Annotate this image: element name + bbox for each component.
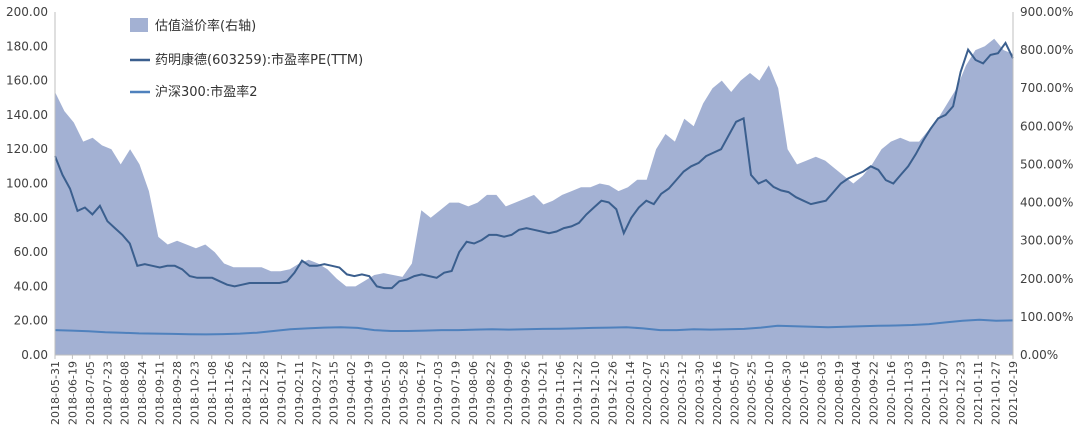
left-axis-ticks: 0.00 20.00 40.00 60.00 80.00 100.00 120.00 140.… (6, 5, 48, 362)
right-tick-label: 900.00% (1020, 5, 1073, 19)
right-tick-label: 400.00% (1020, 196, 1073, 210)
left-tick-label: 40.00 (14, 279, 48, 293)
x-tick-label: 2019-01-17 (275, 361, 288, 425)
x-tick-label: 2018-06-19 (66, 361, 79, 425)
x-tick-label: 2019-08-06 (467, 361, 480, 425)
x-tick-label: 2018-07-23 (101, 361, 114, 425)
x-tick-label: 2020-09-04 (850, 361, 863, 425)
x-tick-label: 2020-06-30 (781, 361, 794, 425)
x-tick-label: 2021-01-11 (972, 361, 985, 425)
x-tick-label: 2020-02-07 (641, 361, 654, 425)
x-tick-label: 2019-02-27 (310, 361, 323, 425)
x-tick-label: 2019-04-19 (363, 361, 376, 425)
x-tick-label: 2020-08-03 (815, 361, 828, 425)
x-tick-label: 2020-01-14 (624, 361, 637, 425)
legend: 估值溢价率(右轴) 药明康德(603259):市盈率PE(TTM) 沪深300:… (130, 18, 363, 100)
hs300-pe-line (54, 318, 1014, 336)
x-tick-label: 2019-08-22 (484, 361, 497, 425)
left-tick-label: 0.00 (21, 348, 48, 362)
x-tick-label: 2019-12-10 (589, 361, 602, 425)
x-tick-label: 2018-11-08 (206, 361, 219, 425)
x-tick-label: 2019-07-19 (450, 361, 463, 425)
legend-label-area: 估值溢价率(右轴) (155, 18, 256, 34)
x-tick-label: 2019-10-21 (537, 361, 550, 425)
x-tick-label: 2020-02-25 (659, 361, 672, 425)
x-tick-label: 2019-11-22 (572, 361, 585, 425)
x-tick-label: 2019-03-15 (328, 361, 341, 425)
x-tick-label: 2019-11-06 (554, 361, 567, 425)
x-tick-label: 2020-10-16 (885, 361, 898, 425)
x-tick-label: 2020-12-23 (955, 361, 968, 425)
x-tick-label: 2018-12-28 (258, 361, 271, 425)
x-tick-label: 2021-02-19 (1007, 361, 1020, 425)
x-tick-label: 2018-09-28 (171, 361, 184, 425)
left-tick-label: 20.00 (14, 314, 48, 328)
x-tick-label: 2020-11-03 (902, 361, 915, 425)
right-axis-ticks: 0.00% 100.00% 200.00% 300.00% 400.00% 500.00%… (1020, 5, 1073, 362)
x-tick-label: 2018-05-31 (49, 361, 62, 425)
left-tick-label: 120.00 (6, 142, 48, 156)
x-tick-label: 2019-06-17 (415, 361, 428, 425)
x-axis-ticks: 2018-05-31 2018-06-19 2018-07-05 2018-07-23… (49, 355, 1020, 425)
x-tick-label: 2019-05-28 (397, 361, 410, 425)
left-tick-label: 200.00 (6, 5, 48, 19)
x-tick-label: 2020-11-19 (920, 361, 933, 425)
left-tick-label: 80.00 (14, 211, 48, 225)
right-tick-label: 500.00% (1020, 157, 1073, 171)
x-tick-label: 2019-07-03 (432, 361, 445, 425)
x-tick-label: 2018-12-12 (241, 361, 254, 425)
x-tick-label: 2019-02-11 (293, 361, 306, 425)
x-tick-label: 2020-03-30 (693, 361, 706, 425)
plot-area (54, 38, 1014, 355)
x-tick-label: 2018-08-08 (119, 361, 132, 425)
left-tick-label: 140.00 (6, 108, 48, 122)
x-tick-label: 2019-12-26 (606, 361, 619, 425)
right-tick-label: 0.00% (1020, 348, 1058, 362)
x-tick-label: 2019-04-02 (345, 361, 358, 425)
x-tick-label: 2020-03-12 (676, 361, 689, 425)
x-tick-label: 2020-05-25 (746, 361, 759, 425)
x-tick-label: 2020-05-07 (728, 361, 741, 425)
right-tick-label: 600.00% (1020, 119, 1073, 133)
x-tick-label: 2018-08-24 (136, 361, 149, 425)
wuxi-apptec-pe-line (54, 40, 1014, 290)
right-tick-label: 300.00% (1020, 234, 1073, 248)
right-tick-label: 200.00% (1020, 272, 1073, 286)
legend-swatch-area (130, 18, 148, 32)
left-tick-label: 160.00 (6, 74, 48, 88)
legend-label-wuxi: 药明康德(603259):市盈率PE(TTM) (155, 52, 363, 68)
x-tick-label: 2018-10-23 (188, 361, 201, 425)
left-tick-label: 180.00 (6, 39, 48, 53)
legend-label-hs300: 沪深300:市盈率2 (155, 84, 257, 100)
x-tick-label: 2019-09-26 (519, 361, 532, 425)
x-tick-label: 2019-05-10 (380, 361, 393, 425)
valuation-premium-area (55, 38, 1013, 355)
left-tick-label: 100.00 (6, 177, 48, 191)
x-tick-label: 2020-06-10 (763, 361, 776, 425)
x-tick-label: 2020-07-16 (798, 361, 811, 425)
right-tick-label: 700.00% (1020, 81, 1073, 95)
x-tick-label: 2020-12-07 (937, 361, 950, 425)
x-tick-label: 2020-09-22 (868, 361, 881, 425)
left-tick-label: 60.00 (14, 245, 48, 259)
x-tick-label: 2018-09-11 (154, 361, 167, 425)
right-tick-label: 100.00% (1020, 310, 1073, 324)
x-tick-label: 2019-09-09 (502, 361, 515, 425)
right-tick-label: 800.00% (1020, 43, 1073, 57)
x-tick-label: 2018-07-05 (84, 361, 97, 425)
x-tick-label: 2018-11-26 (223, 361, 236, 425)
x-tick-label: 2020-08-19 (833, 361, 846, 425)
x-tick-label: 2020-04-16 (711, 361, 724, 425)
x-tick-label: 2021-01-27 (990, 361, 1003, 425)
